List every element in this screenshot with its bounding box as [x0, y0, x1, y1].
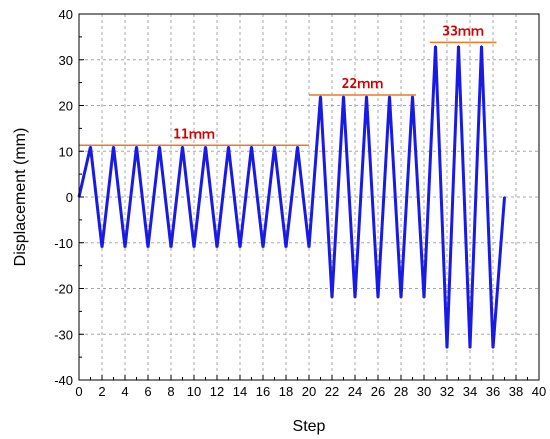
x-tick-label: 30	[417, 384, 431, 399]
amplitude-label: 22ｍｍ	[342, 77, 384, 92]
y-tick-label: 20	[59, 99, 73, 114]
y-tick-label: -40	[54, 373, 73, 388]
data-point	[377, 296, 379, 299]
y-tick-label: -10	[54, 236, 73, 251]
data-point	[135, 145, 138, 148]
y-tick-label: 30	[59, 53, 73, 68]
data-point	[434, 45, 437, 47]
x-axis-label: Step	[293, 418, 326, 435]
data-point	[365, 95, 368, 98]
x-tick-label: 8	[167, 384, 174, 399]
x-tick-label: 32	[440, 384, 454, 399]
data-point	[423, 296, 425, 299]
data-point	[296, 145, 299, 148]
series-layer	[77, 45, 506, 349]
data-point	[101, 246, 103, 249]
data-point	[250, 145, 253, 148]
data-point	[239, 246, 241, 249]
data-point	[388, 95, 391, 98]
data-point	[469, 347, 471, 349]
y-tick-label: -30	[54, 327, 73, 342]
data-point	[216, 246, 218, 249]
data-point	[204, 145, 207, 148]
y-axis-label: Displacement (mm)	[12, 128, 29, 267]
x-tick-label: 34	[463, 384, 477, 399]
data-point	[227, 145, 230, 148]
amplitude-label: 11ｍｍ	[173, 127, 215, 142]
data-point	[147, 246, 149, 249]
y-tick-label: 40	[59, 7, 73, 22]
x-tick-label: 24	[348, 384, 362, 399]
data-point	[262, 246, 264, 249]
data-point	[503, 196, 506, 198]
axis-ticks: 0 2 4 6 8 10 12 14 16 18 20 22 24 26 28 30 32 34 36 38 40-40…	[54, 7, 546, 399]
x-tick-label: 26	[371, 384, 385, 399]
data-point	[457, 45, 460, 47]
data-point	[170, 246, 172, 249]
x-tick-label: 16	[256, 384, 270, 399]
data-point	[273, 145, 276, 148]
x-tick-label: 14	[233, 384, 247, 399]
data-point	[308, 246, 310, 249]
amplitude-label: 33ｍｍ	[442, 24, 484, 39]
x-tick-label: 10	[187, 384, 201, 399]
data-point	[492, 347, 494, 349]
x-tick-label: 12	[210, 384, 224, 399]
data-point	[342, 95, 345, 98]
data-point	[285, 246, 287, 249]
data-point	[319, 95, 322, 98]
data-point	[354, 296, 356, 299]
x-tick-label: 20	[302, 384, 316, 399]
data-point	[158, 145, 161, 148]
data-point	[411, 95, 414, 98]
x-tick-label: 4	[121, 384, 128, 399]
x-tick-label: 2	[98, 384, 105, 399]
data-point	[480, 45, 483, 47]
data-point	[331, 296, 333, 299]
x-tick-label: 18	[279, 384, 293, 399]
x-tick-label: 6	[144, 384, 151, 399]
data-point	[112, 145, 115, 148]
y-tick-label: 10	[59, 144, 73, 159]
y-tick-label: 0	[66, 190, 73, 205]
x-tick-label: 22	[325, 384, 339, 399]
x-tick-label: 0	[75, 384, 82, 399]
data-point	[181, 145, 184, 148]
annotations: 11ｍｍ 22ｍｍ 33ｍｍ	[79, 24, 497, 147]
data-point	[446, 347, 448, 349]
x-tick-label: 28	[394, 384, 408, 399]
x-tick-label: 38	[509, 384, 523, 399]
y-tick-label: -20	[54, 282, 73, 297]
displacement-series-line	[77, 45, 506, 349]
data-point	[89, 145, 92, 148]
data-point	[124, 246, 126, 249]
x-tick-label: 36	[486, 384, 500, 399]
data-point	[400, 296, 402, 299]
data-point	[193, 246, 195, 249]
x-tick-label: 40	[532, 384, 546, 399]
